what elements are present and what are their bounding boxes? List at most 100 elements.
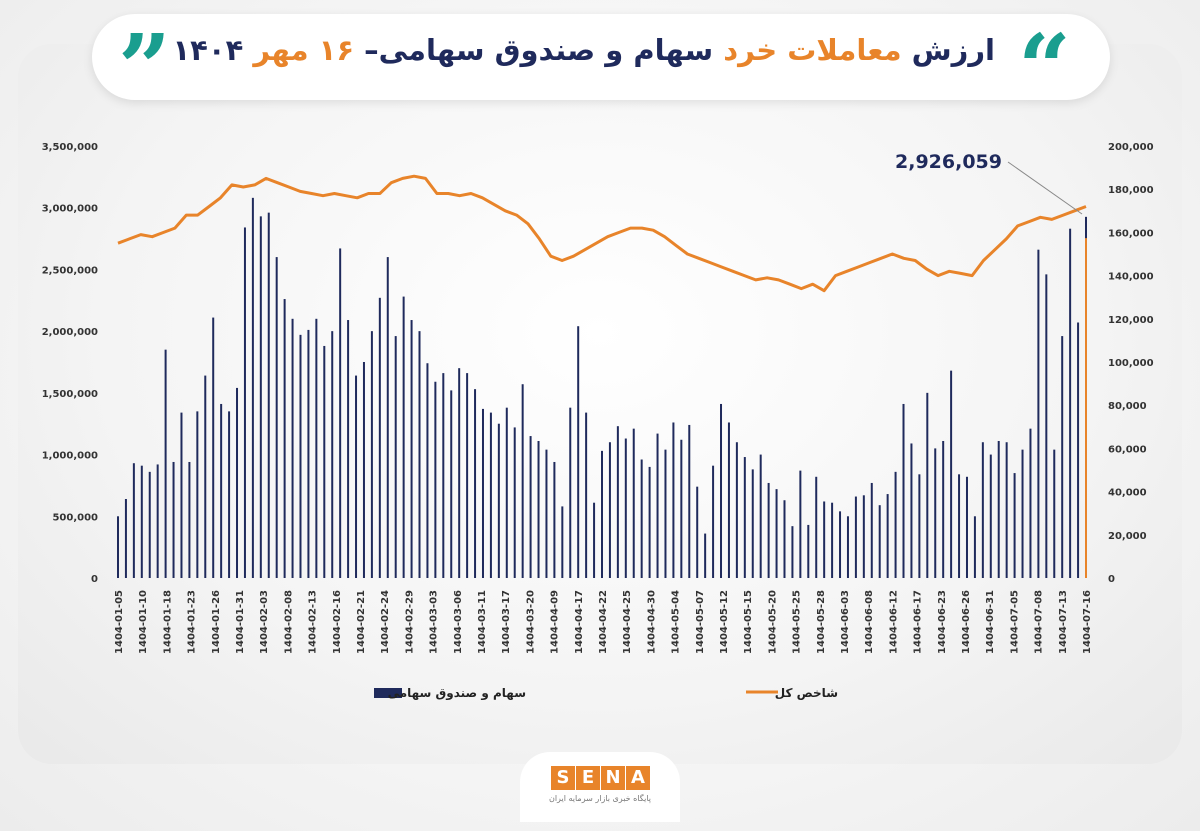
right-axis-tick-label: 20,000 <box>1108 531 1147 542</box>
x-axis-tick-label: 1404-06-17 <box>913 590 924 654</box>
bar <box>481 408 484 578</box>
bar <box>950 370 953 578</box>
bar <box>355 375 358 578</box>
bar <box>846 516 849 578</box>
bar <box>759 454 762 578</box>
bar <box>315 318 318 578</box>
x-axis-tick-label: 1404-01-31 <box>235 590 246 654</box>
bar <box>394 336 397 578</box>
x-axis-tick-label: 1404-02-16 <box>332 590 343 654</box>
x-axis-tick-label: 1404-01-23 <box>187 590 198 654</box>
bar <box>537 440 540 578</box>
bar <box>1037 249 1040 578</box>
left-axis-tick-label: 3,000,000 <box>42 204 98 215</box>
bar <box>410 320 413 578</box>
bar <box>323 345 326 578</box>
x-axis-tick-label: 1404-07-05 <box>1009 590 1020 654</box>
x-axis-tick-label: 1404-04-09 <box>550 590 561 654</box>
right-axis-tick-label: 0 <box>1108 574 1115 585</box>
x-axis-tick-label: 1404-05-15 <box>743 590 754 654</box>
right-axis-tick-label: 120,000 <box>1108 315 1154 326</box>
bar <box>497 423 500 578</box>
bar <box>1013 473 1016 578</box>
bar <box>434 381 437 578</box>
bar <box>807 524 810 578</box>
bar <box>188 461 191 578</box>
bar <box>839 511 842 578</box>
bar <box>132 463 135 578</box>
bar <box>1005 442 1008 578</box>
bar <box>339 248 342 578</box>
bar <box>529 436 532 578</box>
right-axis-ticks: 0 20,000 40,000 60,000 80,000 100,000 120,000 1… <box>1108 142 1154 585</box>
bar <box>601 450 603 578</box>
x-axis-tick-label: 1404-06-03 <box>840 590 851 654</box>
bar <box>775 489 778 578</box>
bar <box>704 533 707 578</box>
bar <box>474 389 477 578</box>
bar <box>989 454 992 578</box>
bar <box>362 362 365 578</box>
bar <box>220 403 223 578</box>
bar <box>672 422 675 578</box>
bar <box>640 459 643 578</box>
bar <box>696 486 699 578</box>
bar <box>656 433 659 578</box>
bar <box>228 411 231 578</box>
title-year: ۱۴۰۴ <box>172 33 254 67</box>
bar <box>965 476 968 578</box>
x-axis-tick-label: 1404-06-26 <box>961 590 972 654</box>
bar <box>981 442 984 578</box>
bar <box>973 516 976 578</box>
left-axis-ticks: 0 500,000 1,000,000 1,500,000 2,000,000 2,500… <box>42 142 98 585</box>
x-axis-tick-label: 1404-03-17 <box>501 590 512 654</box>
bar <box>251 197 254 578</box>
callout: 2,926,059 <box>895 151 1083 215</box>
bar <box>140 465 143 578</box>
left-axis-tick-label: 1,500,000 <box>42 389 98 400</box>
bar <box>577 326 580 578</box>
bar <box>1077 322 1080 578</box>
index-line <box>117 174 1087 293</box>
bar <box>386 257 389 578</box>
bar <box>680 439 683 578</box>
left-axis-tick-label: 2,500,000 <box>42 265 98 276</box>
x-axis-tick-label: 1404-02-08 <box>283 590 294 654</box>
page-title: ارزش معاملات خرد سهام و صندوق سهامی– ۱۶ … <box>172 28 995 72</box>
x-axis-tick-label: 1404-06-23 <box>937 590 948 654</box>
bar <box>331 331 334 578</box>
bar <box>632 428 635 578</box>
bar <box>688 424 691 578</box>
x-axis-tick-label: 1404-01-05 <box>114 590 125 654</box>
x-axis-tick-label: 1404-05-12 <box>719 590 730 654</box>
bar <box>299 334 302 578</box>
x-axis-tick-label: 1404-05-07 <box>695 590 706 654</box>
bar <box>616 426 619 578</box>
title-part2: سهام و صندوق سهامی– <box>354 33 724 67</box>
bar <box>378 297 381 578</box>
bar-series <box>117 197 1087 579</box>
legend: سهام و صندوق سهامی شاخص کل <box>374 686 838 701</box>
right-axis-tick-label: 60,000 <box>1108 444 1147 455</box>
right-axis-tick-label: 200,000 <box>1108 142 1154 153</box>
bar <box>1061 336 1064 578</box>
bar <box>1021 449 1024 578</box>
logo-letter: N <box>601 766 625 790</box>
bar <box>751 469 754 578</box>
bar <box>910 443 913 578</box>
bar <box>521 384 524 578</box>
bar <box>664 449 667 578</box>
bar <box>743 457 746 578</box>
bar <box>608 442 611 578</box>
bar <box>624 438 627 578</box>
bar <box>426 363 429 578</box>
bar <box>648 466 651 578</box>
logo-subtitle: پایگاه خبری بازار سرمایه ایران <box>548 794 652 803</box>
bar <box>727 422 730 578</box>
x-axis-tick-label: 1404-07-16 <box>1082 590 1093 654</box>
right-axis-tick-label: 140,000 <box>1108 272 1154 283</box>
bar <box>489 412 492 578</box>
bar <box>442 373 445 578</box>
bar <box>815 476 818 578</box>
x-axis-tick-label: 1404-06-12 <box>888 590 899 654</box>
